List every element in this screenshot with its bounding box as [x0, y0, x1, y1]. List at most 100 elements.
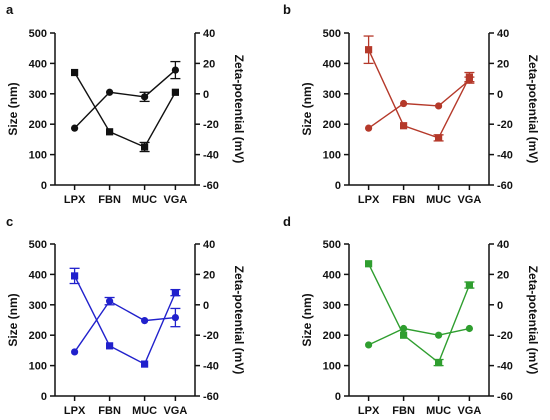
x-tick-label: LPX — [358, 405, 380, 417]
left-tick-label: 100 — [29, 150, 47, 162]
data-point-square — [141, 360, 149, 368]
left-tick-label: 200 — [323, 119, 341, 131]
left-tick-label: 400 — [323, 269, 341, 281]
series-left-circle — [365, 76, 475, 132]
x-tick-label: MUC — [132, 405, 157, 417]
x-tick-label: LPX — [64, 405, 86, 417]
x-tick-label: VGA — [457, 405, 481, 417]
data-point-square — [141, 143, 149, 151]
right-tick-label: -60 — [203, 391, 219, 403]
right-tick-label: 20 — [203, 58, 215, 70]
data-point-circle — [71, 124, 79, 132]
data-point-square — [465, 281, 473, 289]
left-tick-label: 500 — [323, 239, 341, 251]
right-tick-label: 40 — [497, 239, 509, 251]
data-point-square — [171, 289, 179, 297]
data-point-square — [400, 122, 408, 130]
series-left-circle — [365, 324, 473, 349]
data-point-circle — [106, 297, 114, 305]
left-tick-label: 100 — [323, 361, 341, 373]
panel-a: a 0 100 200 300 400 500 -60 -40 -20 0 20 40 LPX FBN MUC… — [6, 2, 246, 206]
left-tick-label: 0 — [41, 391, 47, 403]
series-line — [368, 327, 470, 346]
series-line — [367, 49, 471, 139]
left-tick-label: 200 — [323, 330, 341, 342]
data-point-square — [435, 134, 443, 142]
series-line — [368, 79, 470, 129]
left-tick-label: 200 — [29, 119, 47, 131]
series-line — [73, 72, 177, 148]
right-tick-label: -20 — [497, 330, 513, 342]
data-point-square — [435, 358, 443, 367]
series-line — [74, 69, 176, 129]
left-tick-label: 300 — [29, 89, 47, 101]
series-left-circle — [71, 296, 181, 356]
data-point-circle — [171, 313, 179, 322]
left-tick-label: 400 — [29, 58, 47, 70]
x-tick-label: FBN — [98, 405, 121, 417]
x-tick-label: LPX — [358, 194, 380, 206]
right-tick-label: -20 — [203, 119, 219, 131]
right-tick-label: 40 — [203, 239, 215, 251]
data-point-circle — [71, 348, 79, 356]
right-tick-label: -20 — [497, 119, 513, 131]
x-tick-label: VGA — [163, 405, 187, 417]
data-point-square — [106, 342, 114, 350]
left-tick-label: 100 — [29, 361, 47, 373]
data-point-circle — [365, 124, 373, 132]
data-point-square — [71, 272, 79, 280]
left-tick-label: 400 — [323, 58, 341, 70]
x-tick-label: VGA — [163, 194, 187, 206]
right-tick-label: 0 — [497, 300, 503, 312]
x-tick-label: MUC — [426, 405, 451, 417]
left-tick-label: 500 — [29, 239, 47, 251]
data-point-circle — [435, 331, 443, 339]
left-axis-title: Size (nm) — [6, 82, 20, 135]
x-tick-label: MUC — [132, 194, 157, 206]
left-tick-label: 0 — [335, 180, 341, 192]
data-point-square — [171, 88, 179, 96]
left-tick-label: 300 — [29, 300, 47, 312]
right-tick-label: -40 — [203, 361, 219, 373]
series-line — [73, 275, 177, 366]
right-tick-label: 40 — [497, 28, 509, 40]
right-tick-label: 40 — [203, 28, 215, 40]
right-tick-label: -20 — [203, 330, 219, 342]
series-right-square — [69, 267, 181, 368]
data-point-square — [106, 128, 114, 136]
data-point-circle — [365, 341, 373, 349]
left-tick-label: 300 — [323, 89, 341, 101]
x-tick-label: FBN — [98, 194, 121, 206]
data-point-circle — [106, 88, 114, 96]
right-axis-title: Zeta-potential (mV) — [232, 266, 246, 375]
right-tick-label: -40 — [497, 361, 513, 373]
right-tick-label: -40 — [203, 150, 219, 162]
right-tick-label: -60 — [497, 180, 513, 192]
right-tick-label: -60 — [203, 180, 219, 192]
x-tick-label: FBN — [392, 405, 415, 417]
data-point-square — [465, 73, 473, 81]
left-tick-label: 100 — [323, 150, 341, 162]
right-tick-label: 0 — [497, 89, 503, 101]
series-left-circle — [71, 60, 181, 132]
x-tick-label: VGA — [457, 194, 481, 206]
left-axis-title: Size (nm) — [300, 82, 314, 135]
right-tick-label: 20 — [203, 269, 215, 281]
data-point-circle — [141, 93, 149, 101]
panel-label: b — [283, 2, 291, 17]
data-point-circle — [141, 317, 149, 325]
series-line — [74, 300, 176, 353]
right-tick-label: -60 — [497, 391, 513, 403]
x-tick-label: FBN — [392, 194, 415, 206]
panel-c: c 0 100 200 300 400 500 -60 -40 -20 0 20 40 LPX FBN MUC… — [6, 214, 246, 417]
right-tick-label: 0 — [203, 89, 209, 101]
series-line — [367, 263, 471, 364]
left-tick-label: 200 — [29, 330, 47, 342]
series-right-square — [365, 260, 475, 367]
data-point-circle — [171, 66, 179, 74]
left-axis-title: Size (nm) — [300, 293, 314, 346]
left-tick-label: 300 — [323, 300, 341, 312]
panel-b: b 0 100 200 300 400 500 -60 -40 -20 0 20 40 LPX FBN MUC… — [283, 2, 540, 206]
left-tick-label: 0 — [335, 391, 341, 403]
